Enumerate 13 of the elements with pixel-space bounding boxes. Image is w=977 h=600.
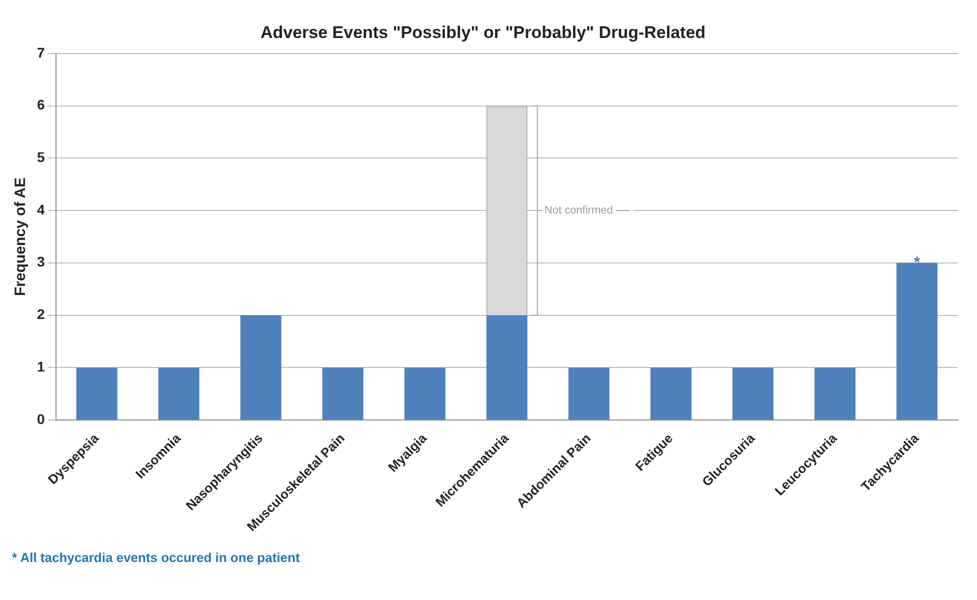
y-tick-label: 1	[36, 358, 45, 374]
y-tick-label: 3	[36, 254, 45, 270]
y-tick-label: 0	[36, 410, 45, 427]
y-tick-label: 6	[36, 96, 45, 113]
y-tick-label: 4	[36, 201, 45, 218]
y-tick-label: 5	[36, 149, 45, 165]
y-tick-label: 7	[36, 44, 45, 60]
text: * All tachycardia events occured in one patient	[12, 550, 301, 565]
annotation: *	[914, 254, 921, 272]
chart-title: Adverse Events "Possibly" or "Probably" Drug-Related	[260, 22, 706, 42]
y-tick-label: 2	[36, 306, 45, 322]
y-axis-title: Frequency of AE	[12, 177, 30, 296]
annotation: Not confirmed	[544, 204, 613, 217]
